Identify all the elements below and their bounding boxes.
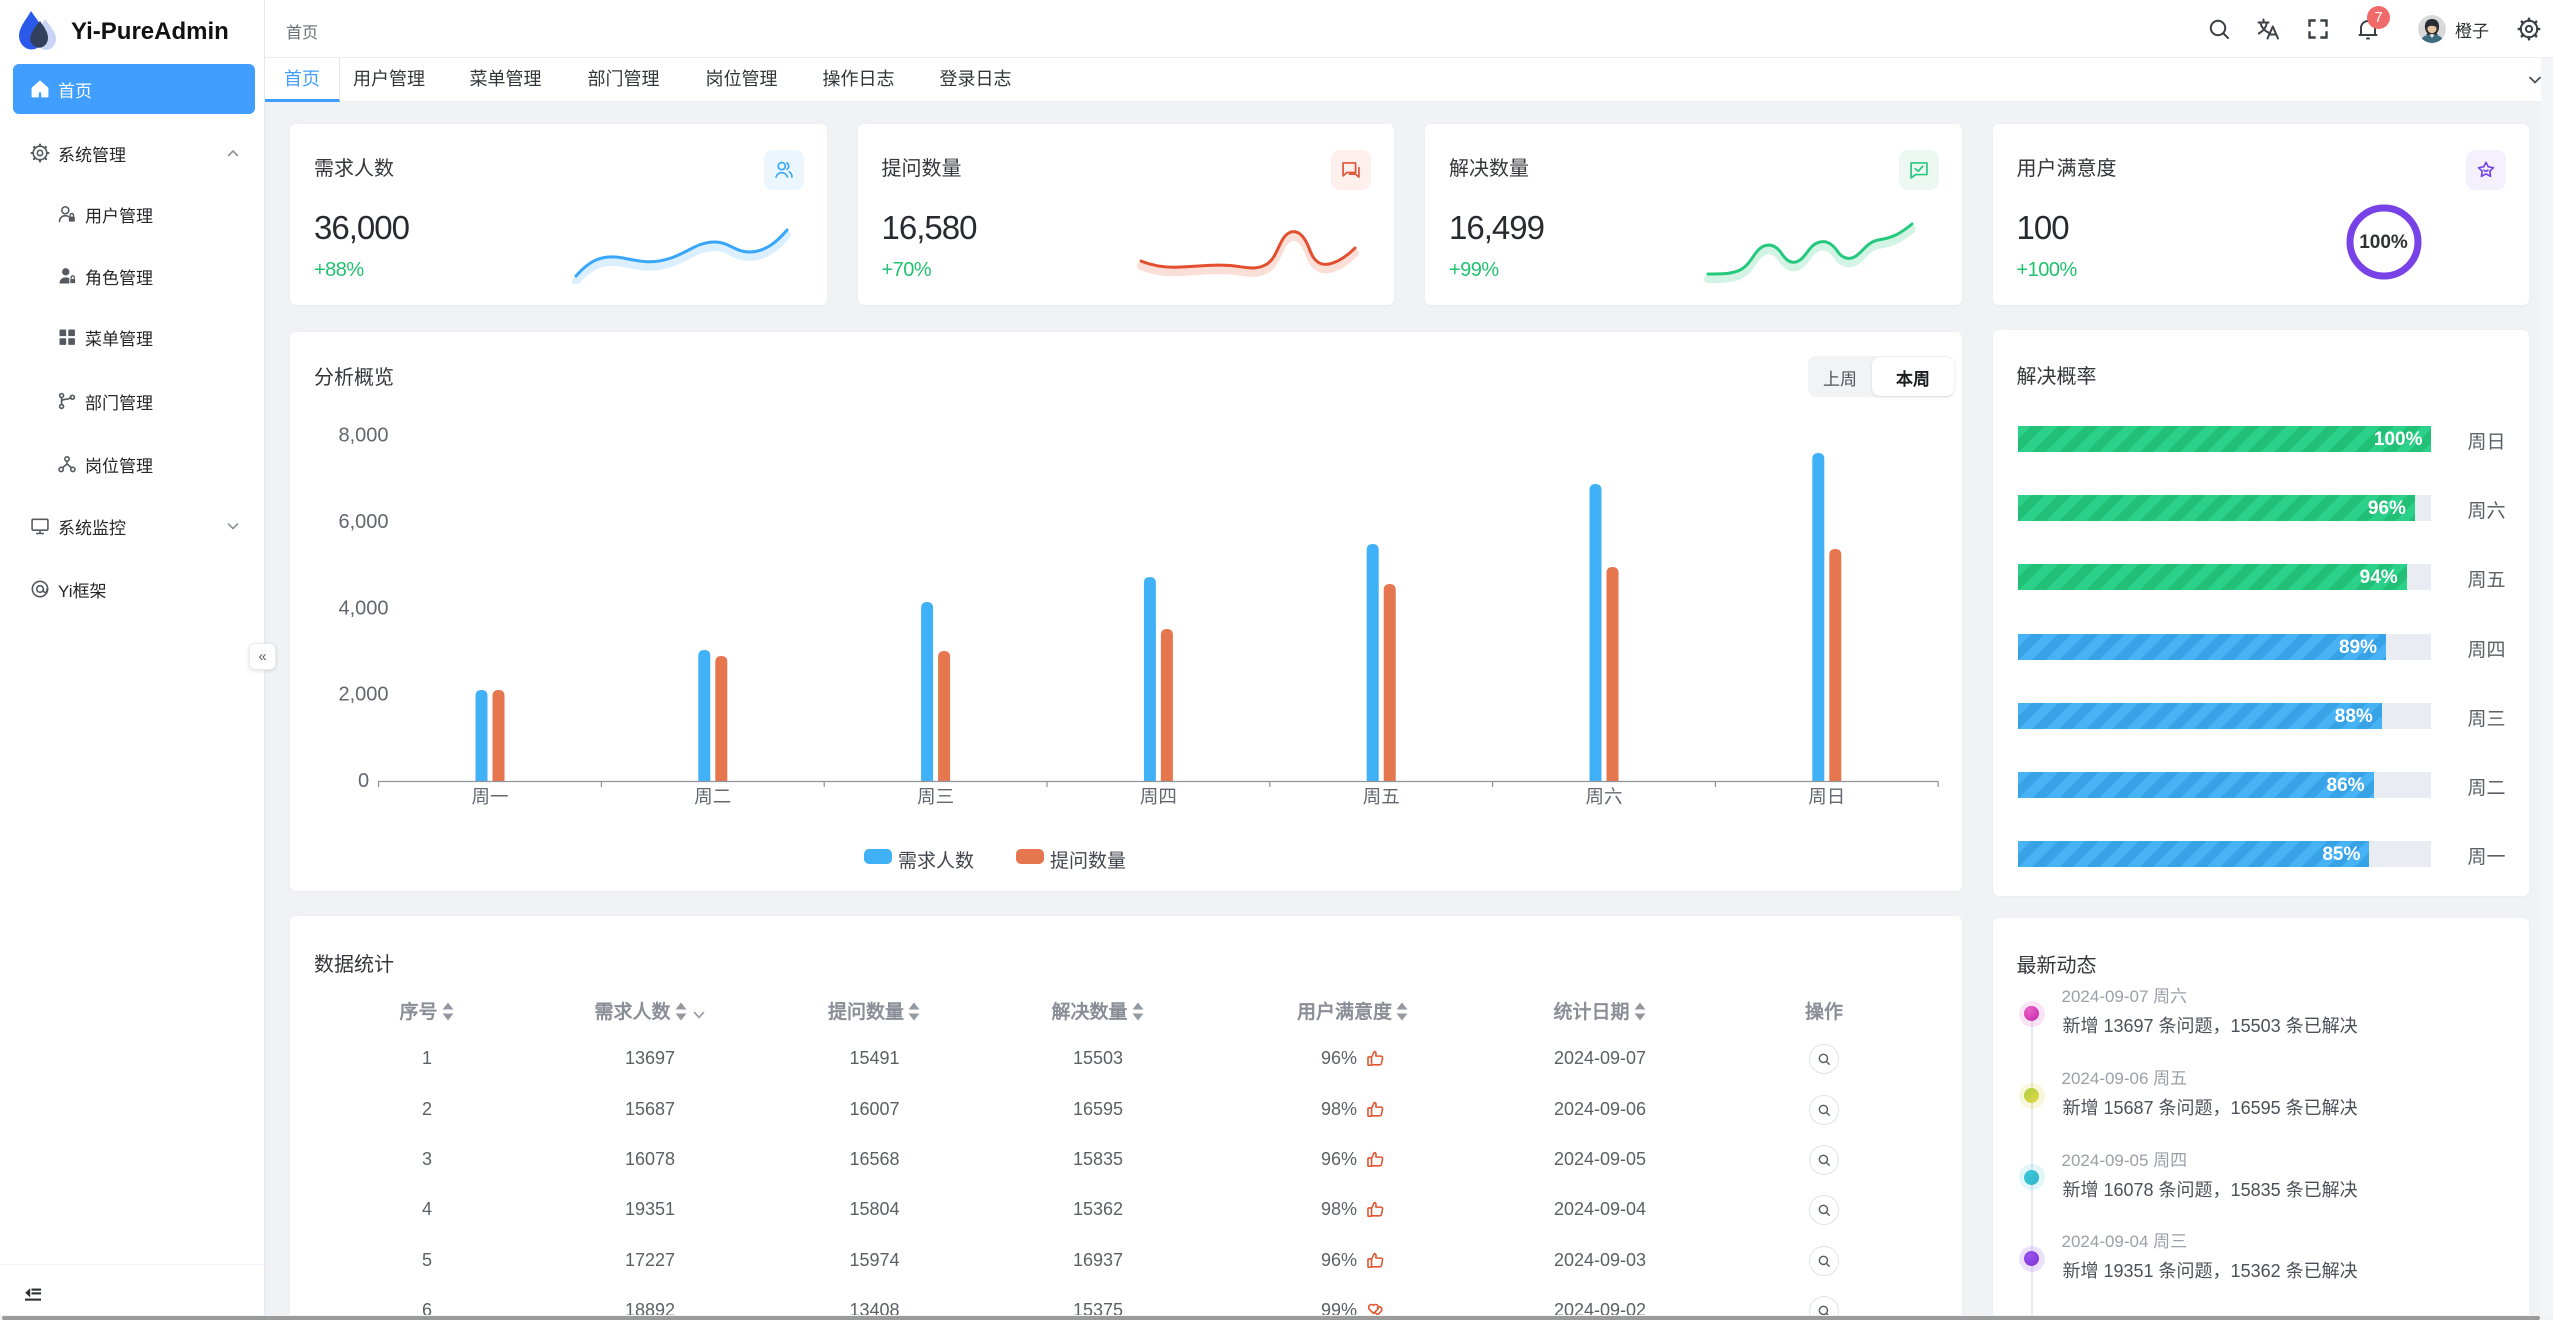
svg-text:周日: 周日: [1808, 786, 1845, 807]
svg-text:周五: 周五: [1363, 786, 1400, 807]
svg-text:周一: 周一: [471, 786, 508, 807]
svg-text:0: 0: [358, 770, 369, 792]
svg-text:2,000: 2,000: [338, 684, 388, 706]
svg-text:6,000: 6,000: [338, 511, 388, 533]
svg-text:周四: 周四: [1140, 786, 1177, 807]
svg-text:周六: 周六: [1585, 786, 1622, 807]
svg-text:周三: 周三: [917, 786, 954, 807]
svg-text:周二: 周二: [694, 786, 731, 807]
svg-text:4,000: 4,000: [338, 597, 388, 619]
svg-text:8,000: 8,000: [338, 425, 388, 447]
